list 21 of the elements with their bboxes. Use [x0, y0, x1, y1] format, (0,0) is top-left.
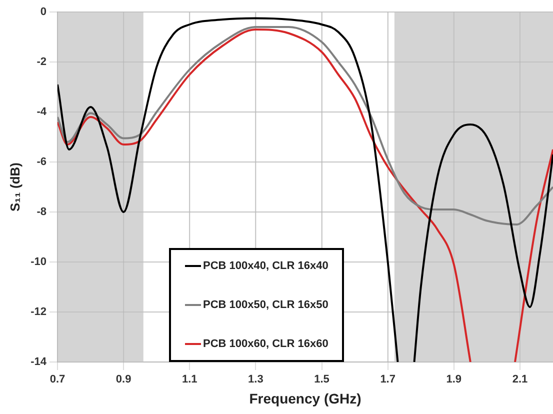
x-tick-label: 1.7 — [380, 374, 396, 386]
y-tick-label: -14 — [30, 356, 48, 368]
y-tick-label: -4 — [36, 106, 48, 118]
y-axis-title: S₁₁ (dB) — [7, 162, 22, 212]
x-tick-label: 1.1 — [182, 374, 198, 386]
x-tick-label: 1.3 — [248, 374, 264, 386]
y-tick-label: -8 — [36, 206, 46, 218]
legend-label: PCB 100x50, CLR 16x50 — [203, 299, 328, 311]
x-tick-label: 0.7 — [50, 374, 66, 386]
y-tick-label: -10 — [30, 256, 46, 268]
x-tick-label: 0.9 — [116, 374, 132, 386]
y-tick-label: -12 — [30, 306, 46, 318]
y-tick-label: 0 — [40, 6, 46, 18]
legend-label: PCB 100x40, CLR 16x40 — [203, 260, 328, 272]
y-tick-label: -2 — [36, 56, 46, 68]
y-tick-label: -6 — [36, 156, 46, 168]
x-tick-label: 2.1 — [512, 374, 528, 386]
legend-label: PCB 100x60, CLR 16x60 — [203, 338, 328, 350]
x-axis-title: Frequency (GHz) — [249, 390, 362, 406]
x-tick-label: 1.5 — [314, 374, 330, 386]
x-tick-label: 1.9 — [446, 374, 462, 386]
